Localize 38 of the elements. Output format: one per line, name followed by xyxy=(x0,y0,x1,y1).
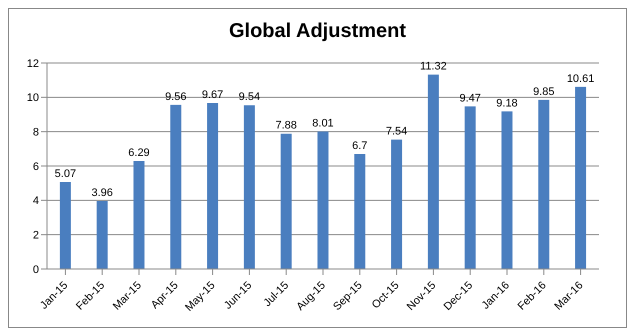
data-label: 9.85 xyxy=(533,86,554,98)
chart-title: Global Adjustment xyxy=(228,19,408,44)
y-tick-label: 8 xyxy=(32,126,39,139)
data-label: 6.29 xyxy=(128,147,150,160)
data-label: 3.96 xyxy=(91,187,113,200)
bar xyxy=(60,182,71,269)
bar xyxy=(96,201,108,269)
data-label: 7.88 xyxy=(275,120,297,132)
bar xyxy=(391,140,402,269)
bar xyxy=(464,106,476,269)
bar xyxy=(207,103,218,269)
bar xyxy=(428,74,439,269)
data-label: 9.47 xyxy=(459,92,481,104)
y-tick-label: 12 xyxy=(26,58,39,70)
data-label: 9.67 xyxy=(202,89,224,101)
data-label: 9.18 xyxy=(496,97,518,110)
bar xyxy=(170,104,182,269)
data-label: 11.32 xyxy=(420,60,447,73)
data-label: 8.01 xyxy=(312,117,334,130)
y-tick-label: 0 xyxy=(32,264,39,276)
bar xyxy=(354,154,366,269)
data-label: 7.54 xyxy=(386,126,408,138)
bar xyxy=(317,131,328,269)
y-tick-label: 10 xyxy=(26,92,39,104)
bar xyxy=(538,100,550,269)
bar xyxy=(244,105,255,269)
y-tick-label: 2 xyxy=(32,230,39,242)
bar xyxy=(575,86,586,269)
y-tick-label: 4 xyxy=(32,195,39,208)
y-tick-label: 6 xyxy=(32,160,39,173)
data-label: 6.7 xyxy=(352,140,368,152)
data-label: 9.56 xyxy=(165,90,186,103)
bar xyxy=(280,134,292,269)
data-label: 10.61 xyxy=(566,72,594,85)
data-label: 9.54 xyxy=(238,91,260,104)
bar xyxy=(501,111,512,269)
bar xyxy=(133,161,144,269)
data-label: 5.07 xyxy=(54,168,76,180)
